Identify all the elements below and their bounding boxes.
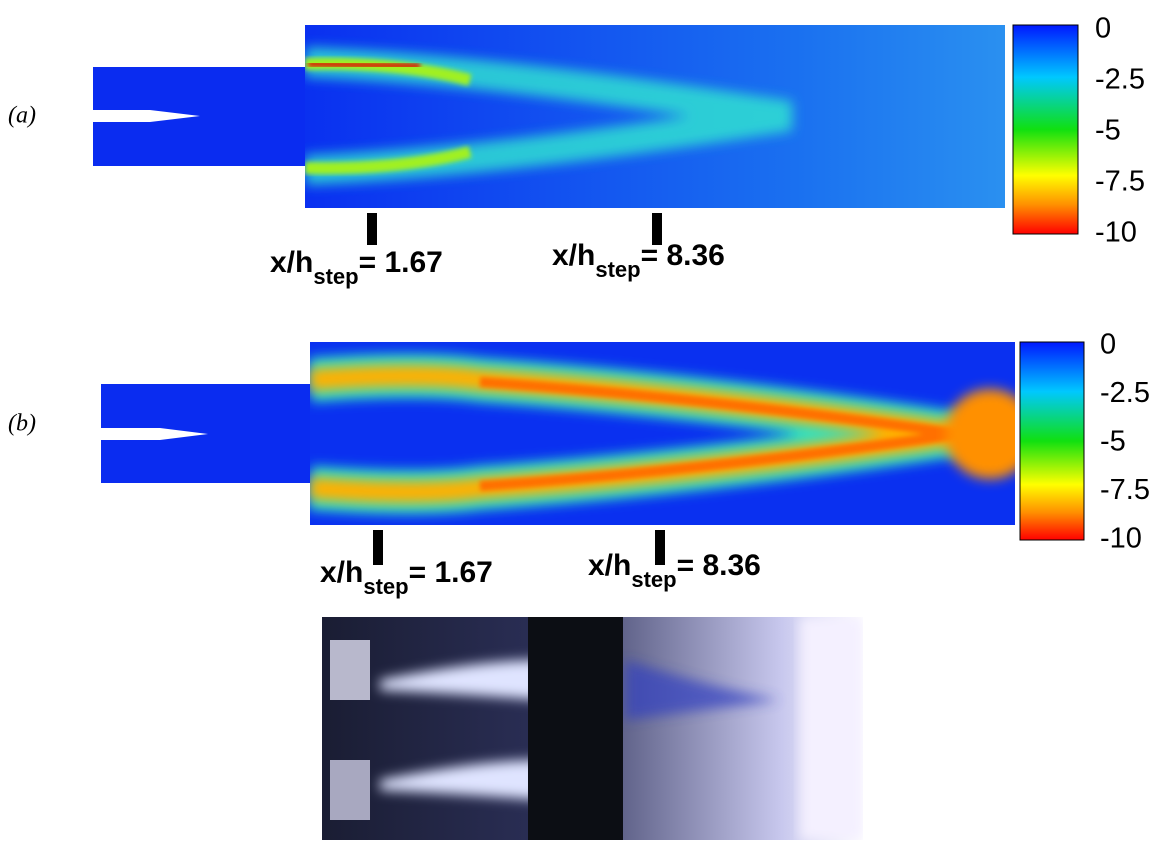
field-a (93, 25, 1078, 245)
label-subscript: step (631, 567, 676, 592)
label-suffix: = 8.36 (641, 239, 725, 272)
panel-label: (b) (8, 411, 36, 437)
field-b (101, 342, 1084, 565)
label-prefix: x/h (320, 556, 363, 589)
label-prefix: x/h (552, 239, 595, 272)
photo (322, 617, 863, 840)
colorbar-tick-label: -10 (1100, 523, 1142, 555)
label-subscript: step (313, 264, 358, 289)
position-label: x/hstep= 1.67 (270, 246, 443, 289)
colorbar-tick-label: 0 (1095, 13, 1111, 45)
position-label: x/hstep= 8.36 (552, 239, 725, 282)
colorbar-tick-label: -2.5 (1100, 377, 1150, 409)
colorbar-tick-label: -10 (1095, 217, 1137, 249)
colorbar-tick-label: -5 (1100, 426, 1126, 458)
label-prefix: x/h (588, 549, 631, 582)
label-subscript: step (363, 574, 408, 599)
colorbar-tick-label: -5 (1095, 115, 1121, 147)
label-subscript: step (595, 257, 640, 282)
colorbar-tick-label: -2.5 (1095, 64, 1145, 96)
label-suffix: = 1.67 (359, 246, 443, 279)
position-label: x/hstep= 1.67 (320, 556, 493, 599)
label-suffix: = 1.67 (409, 556, 493, 589)
figure: (a)0-2.5-5-7.5-10x/hstep= 1.67x/hstep= 8… (0, 0, 1175, 841)
colorbar-tick-label: -7.5 (1095, 166, 1145, 198)
label-prefix: x/h (270, 246, 313, 279)
label-suffix: = 8.36 (677, 549, 761, 582)
position-label: x/hstep= 8.36 (588, 549, 761, 592)
colorbar-tick-label: -7.5 (1100, 474, 1150, 506)
panel-label: (a) (8, 103, 36, 129)
colorbar-tick-label: 0 (1100, 329, 1116, 361)
